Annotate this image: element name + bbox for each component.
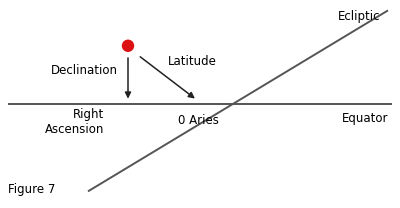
Point [125,44,131,47]
Text: 0 Aries: 0 Aries [178,114,218,127]
Text: Figure 7: Figure 7 [8,183,55,196]
Text: Declination: Declination [51,64,118,77]
Text: Equator: Equator [342,112,388,125]
Text: Right
Ascension: Right Ascension [45,108,104,136]
Text: Ecliptic: Ecliptic [338,10,380,23]
Text: Latitude: Latitude [168,55,217,68]
